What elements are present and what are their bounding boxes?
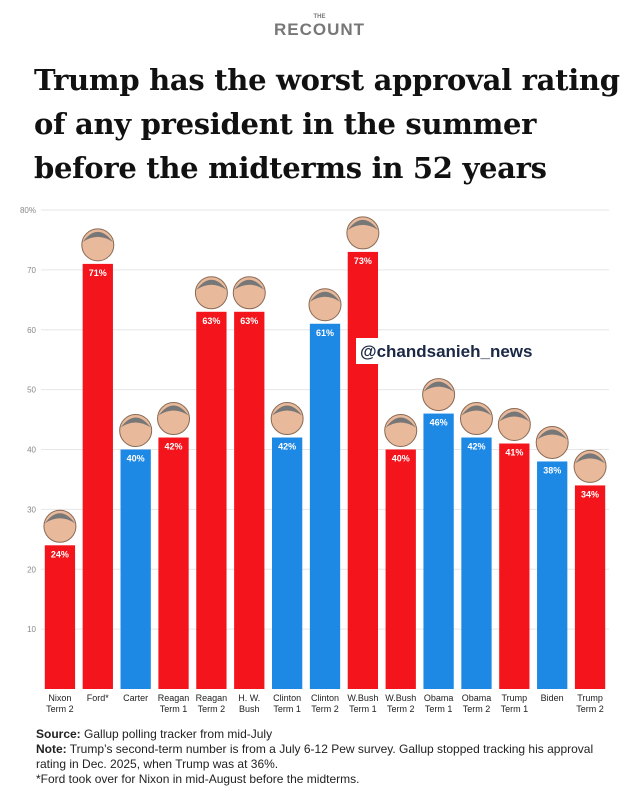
footer-text: Trump’s second-term number is from a Jul… [36,742,594,771]
y-tick-label: 10 [27,625,36,634]
footer-text: *Ford took over for Nixon in mid-August … [36,772,360,786]
y-tick-label: 40 [27,446,36,455]
logo: RECOUNT [273,20,366,39]
x-tick-label: Clinton Term 1 [273,693,302,714]
footer-line: Note: Trump’s second-term number is from… [36,742,606,772]
value-label: 61% [316,328,334,338]
x-tick-label: Trump Term 1 [500,693,529,714]
bar [120,449,151,689]
footer-line: Source: Gallup polling tracker from mid-… [36,727,606,742]
x-tick-label: Reagan Term 2 [195,693,228,714]
value-label: 73% [354,256,372,266]
bar [537,461,568,689]
bar [423,413,454,689]
portrait-hair [196,279,227,290]
value-label: 34% [581,489,599,499]
portrait-hair [272,405,303,416]
footer-text: Gallup polling tracker from mid-July [84,727,273,741]
bar [499,443,530,689]
x-tick-label: Carter [123,693,149,703]
y-tick-label: 60 [27,326,36,335]
value-label: 24% [51,549,69,559]
x-tick-label: Obama Term 2 [461,693,492,714]
bar [347,251,379,689]
bar [309,323,341,689]
portrait-hair [347,219,378,230]
x-tick-label: W.Bush Term 2 [385,693,417,714]
bar [196,311,227,689]
portrait-hair [575,453,606,464]
portrait-hair [499,411,530,422]
portrait-hair [82,231,113,242]
value-label: 42% [278,442,296,452]
footer-line: *Ford took over for Nixon in mid-August … [36,772,606,787]
bar [461,437,492,689]
bar [574,485,606,689]
value-label: 63% [240,316,258,326]
bar [44,545,76,689]
value-label: 38% [543,465,561,475]
annotation: @chandsanieh_news [360,342,532,361]
footer: Source: Gallup polling tracker from mid-… [36,727,606,787]
x-tick-label: H. W. Bush [238,693,261,714]
portrait-hair [310,291,340,302]
value-label: 63% [202,316,220,326]
bar [82,263,113,689]
x-tick-label: Ford* [86,693,109,703]
annotation-bg [356,338,578,364]
value-label: 42% [467,442,485,452]
footer-label: Source: [36,727,81,741]
x-tick-label: W.Bush Term 1 [347,693,379,714]
bar [158,437,189,689]
x-tick-label: Clinton Term 2 [310,693,339,714]
portrait-hair [234,279,265,290]
x-tick-label: Obama Term 1 [423,693,454,714]
bar [385,449,416,689]
value-label: 42% [165,442,183,452]
portrait-hair [461,405,492,416]
chart-title: Trump has the worst approval rating of a… [34,63,620,185]
y-tick-label: 80% [20,206,36,215]
logo-small: THE [313,14,326,20]
portrait-hair [120,417,151,428]
value-label: 71% [89,268,107,278]
bar [234,311,265,689]
bar [271,437,303,689]
y-tick-label: 70 [27,266,36,275]
value-label: 41% [505,448,523,458]
portrait-hair [537,429,568,440]
value-label: 40% [127,454,145,464]
value-label: 46% [430,418,448,428]
y-tick-label: 50 [27,386,36,395]
x-tick-label: Trump Term 2 [576,693,604,714]
portrait-hair [385,417,416,428]
x-tick-label: Nixon Term 2 [46,693,74,714]
portrait-hair [423,381,454,392]
portrait-hair [158,405,189,416]
portrait-hair [44,513,75,524]
x-tick-label: Biden [540,693,564,703]
y-tick-label: 20 [27,565,36,574]
footer-label: Note: [36,742,67,756]
y-tick-label: 30 [27,505,36,514]
x-tick-label: Reagan Term 1 [157,693,190,714]
value-label: 40% [392,454,410,464]
